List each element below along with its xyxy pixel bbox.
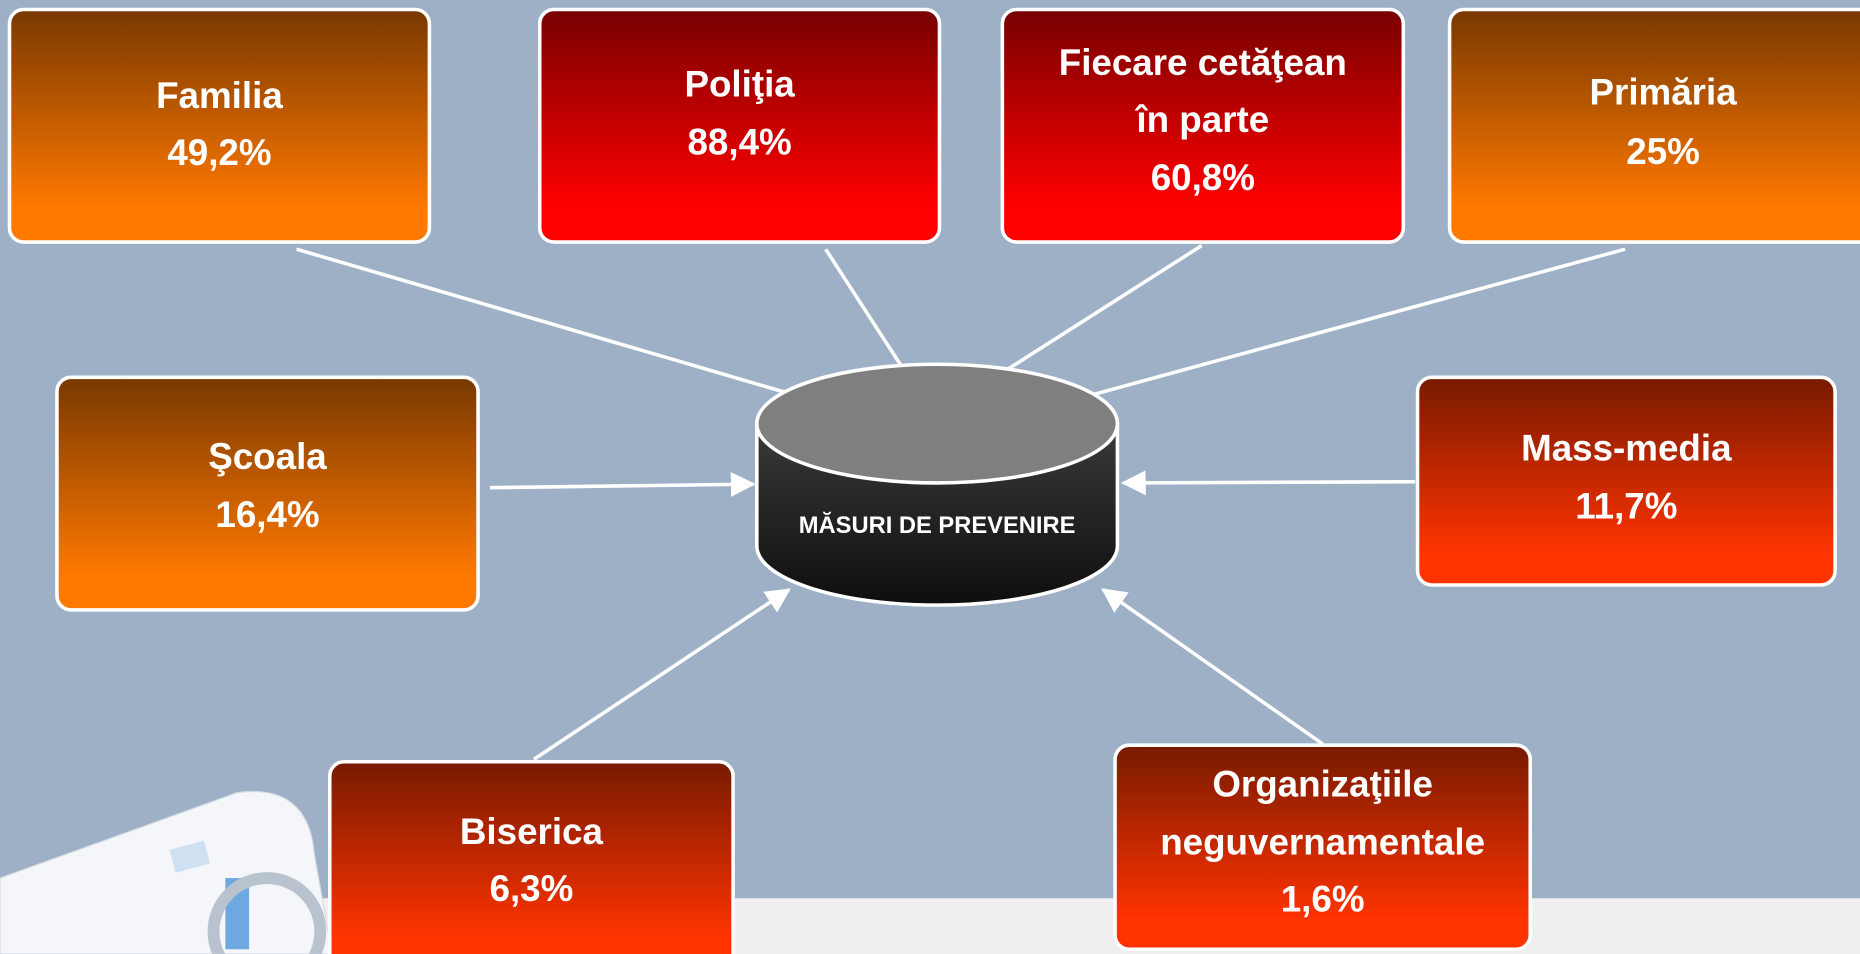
node: Mass-media 11,7% [1418, 377, 1836, 585]
node-label: Primăria [1590, 72, 1738, 113]
arrow [1123, 482, 1415, 483]
node-label: Mass-media [1521, 428, 1732, 469]
node-value: 1,6% [1281, 879, 1365, 920]
node-value: 16,4% [215, 494, 319, 535]
node-box [1418, 377, 1836, 585]
node-box [330, 762, 733, 954]
node-label: neguvernamentale [1160, 822, 1485, 863]
center-label: MĂSURI DE PREVENIRE [799, 511, 1076, 539]
node-value: 6,3% [490, 868, 574, 909]
node: Şcoala 16,4% [57, 377, 478, 610]
node-value: 49,2% [167, 132, 271, 173]
node-label: Biserica [460, 811, 604, 852]
node-label: în parte [1134, 99, 1269, 140]
node: Fiecare cetăţean în parte 60,8% [1002, 9, 1403, 242]
node-label: Familia [156, 75, 283, 116]
node-value: 11,7% [1575, 486, 1677, 527]
node-box [9, 9, 429, 242]
node: Biserica 6,3% [330, 762, 733, 954]
node: Organizaţiile neguvernamentale 1,6% [1115, 745, 1530, 949]
center-cylinder: MĂSURI DE PREVENIRE [757, 364, 1118, 605]
diagram: MĂSURI DE PREVENIRE Familia 49,2% Poliţia 8… [0, 0, 1860, 954]
node-label: Fiecare cetăţean [1059, 42, 1347, 83]
node-value: 88,4% [687, 121, 791, 162]
node-label: Poliţia [684, 63, 795, 104]
node: Primăria 25% [1450, 9, 1860, 242]
node: Poliţia 88,4% [540, 9, 940, 242]
node-value: 25% [1626, 131, 1700, 172]
node-value: 60,8% [1151, 157, 1255, 198]
node-label: Şcoala [208, 436, 327, 477]
node: Familia 49,2% [9, 9, 429, 242]
node-box [1450, 9, 1860, 242]
node-label: Organizaţiile [1212, 763, 1433, 804]
